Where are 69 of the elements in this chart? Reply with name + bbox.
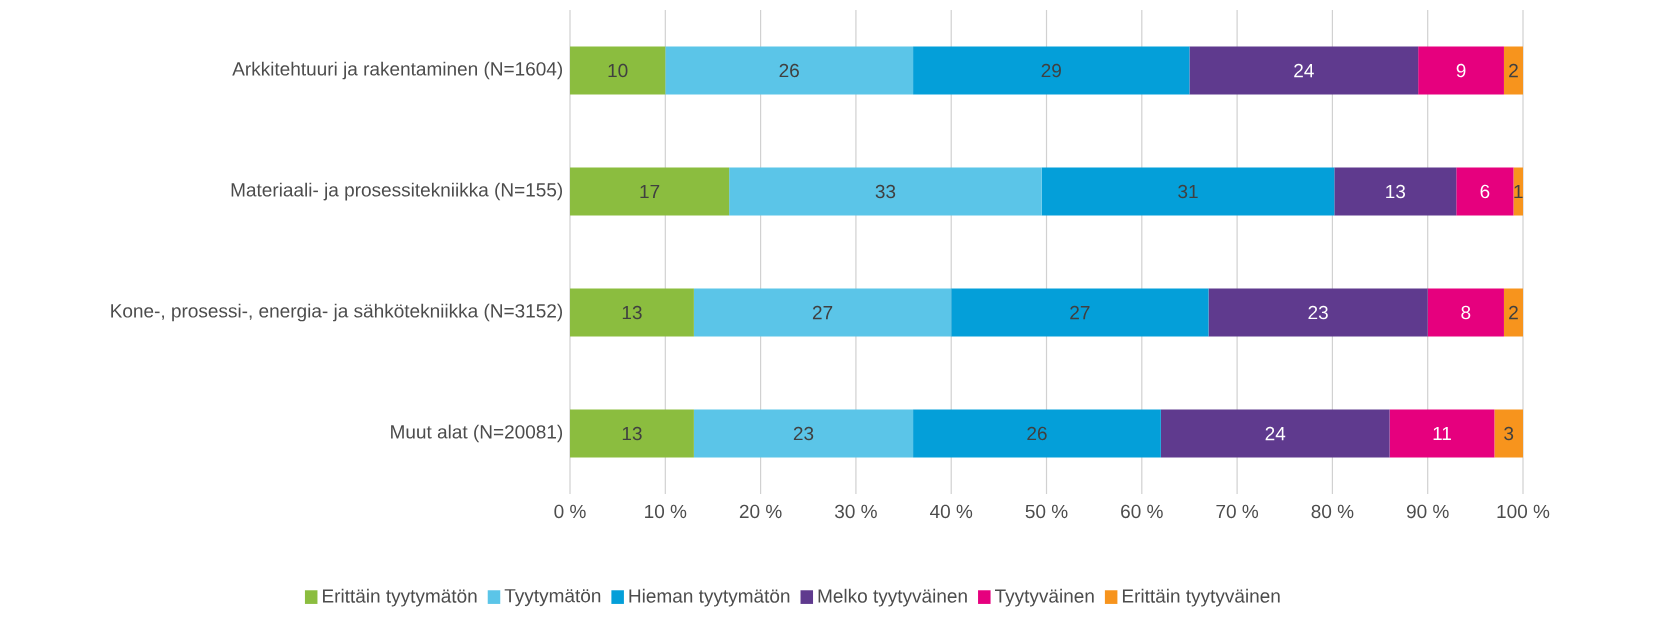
data-label: 13 — [622, 305, 642, 320]
legend-label: Tyytymätön — [504, 589, 601, 607]
x-tick-label: 0 % — [554, 504, 586, 519]
bar — [1160, 409, 1390, 458]
bar — [570, 288, 694, 337]
data-label: 24 — [1265, 426, 1286, 441]
bar — [570, 167, 730, 216]
y-tick-label: Muut alat (N=20081) — [391, 424, 563, 443]
bar — [693, 288, 952, 337]
bar — [951, 288, 1209, 337]
data-label: 17 — [640, 184, 660, 199]
bar — [913, 46, 1190, 95]
data-label: 31 — [1178, 184, 1198, 199]
data-label: 13 — [1386, 184, 1406, 199]
bar — [1503, 288, 1523, 337]
bar — [1389, 409, 1495, 458]
data-label: 3 — [1504, 426, 1514, 441]
bar — [1334, 167, 1457, 216]
bar — [1513, 167, 1523, 216]
x-tick-label: 90 % — [1406, 504, 1449, 519]
data-label: 2 — [1509, 305, 1518, 320]
x-tick-label: 70 % — [1216, 504, 1259, 519]
bar — [665, 46, 914, 95]
bar — [1456, 167, 1514, 216]
data-label: 23 — [793, 426, 814, 441]
data-label: 13 — [622, 426, 642, 441]
data-label: 33 — [875, 184, 896, 199]
x-tick-label: 60 % — [1121, 504, 1163, 519]
x-tick-label: 40 % — [929, 504, 973, 519]
data-label: 27 — [1070, 305, 1090, 320]
legend-label: Erittäin tyytymätön — [323, 588, 477, 607]
data-label: 11 — [1433, 426, 1451, 441]
y-tick-label: Arkkitehtuuri ja rakentaminen (N=1604) — [232, 61, 563, 80]
y-tick-label: Kone-, prosessi-, energia- ja sähkötekniikka (N=3152) — [111, 303, 563, 322]
bar — [1427, 288, 1504, 337]
legend-label: Hieman tyytymätön — [629, 588, 790, 607]
bar — [1494, 409, 1523, 458]
x-tick-label: 100 % — [1497, 504, 1550, 519]
legend-label: Erittäin tyytyväinen — [1122, 588, 1280, 607]
data-label: 6 — [1480, 184, 1490, 199]
legend-label: Melko tyytyväinen — [818, 588, 967, 607]
x-tick-label: 30 % — [834, 504, 877, 519]
bar — [570, 46, 666, 95]
bar — [570, 409, 694, 458]
data-label: 23 — [1308, 305, 1328, 320]
data-label: 27 — [812, 305, 833, 320]
y-tick-label: Materiaali- ja prosessitekniikka (N=155) — [231, 182, 563, 201]
x-tick-label: 20 % — [739, 504, 782, 519]
data-label: 26 — [1027, 426, 1047, 441]
bar — [1208, 288, 1428, 337]
data-label: 2 — [1509, 63, 1518, 78]
data-label: 24 — [1294, 63, 1314, 78]
bar — [1189, 46, 1419, 95]
bar — [1041, 167, 1335, 216]
bar — [729, 167, 1042, 216]
bar — [1503, 46, 1523, 95]
data-label: 1 — [1514, 184, 1523, 199]
legend-label: Tyytyväinen — [995, 588, 1094, 607]
data-label: 9 — [1456, 63, 1466, 78]
data-label: 10 — [608, 63, 628, 78]
x-tick-label: 10 % — [645, 504, 687, 519]
data-label: 26 — [779, 63, 799, 78]
bar — [693, 409, 914, 458]
data-label: 8 — [1461, 305, 1471, 320]
x-tick-label: 50 % — [1025, 504, 1068, 519]
data-label: 29 — [1041, 63, 1061, 78]
bar — [913, 409, 1161, 458]
bar — [1418, 46, 1504, 95]
x-tick-label: 80 % — [1311, 504, 1354, 519]
